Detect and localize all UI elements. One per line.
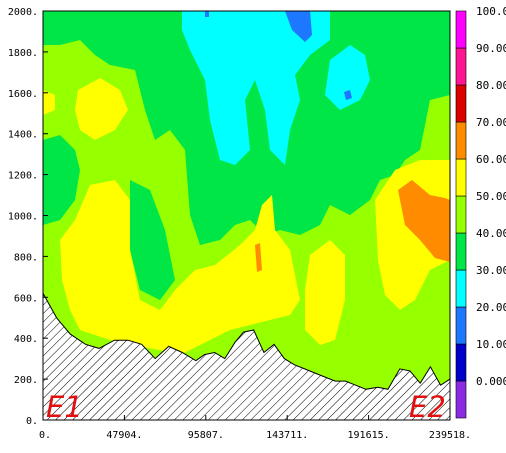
colorbar: 0.000 10.00 20.00 30.00 40.00 50.00 60.00 70.00… xyxy=(455,5,506,419)
colorbar-swatch xyxy=(455,195,467,234)
band-60-70-right xyxy=(305,240,345,345)
colorbar-swatch xyxy=(455,343,467,382)
x-tick-label: 0. xyxy=(39,430,51,441)
y-tick-label: 0. xyxy=(26,416,38,427)
band-70-80-small xyxy=(255,243,262,272)
colorbar-label: 50.00 xyxy=(476,190,506,203)
x-tick-label: 95807. xyxy=(188,430,224,441)
colorbar-swatch xyxy=(455,306,467,345)
y-tick-label: 1200. xyxy=(8,171,38,182)
band-20-30-top xyxy=(285,11,312,42)
band-60-70-left-top xyxy=(75,78,128,140)
x-axis: 0. 47904. 95807. 143711. 191615. 239518. xyxy=(39,415,471,441)
colorbar-label: 80.00 xyxy=(476,79,506,92)
colorbar-label: 100.0 xyxy=(476,5,506,18)
colorbar-swatch xyxy=(455,380,467,419)
colorbar-label: 40.00 xyxy=(476,227,506,240)
band-30-40 xyxy=(182,11,330,165)
band-20-30-edge xyxy=(205,11,209,17)
colorbar-label: 60.00 xyxy=(476,153,506,166)
x-tick-label: 239518. xyxy=(429,430,471,441)
colorbar-label: 70.00 xyxy=(476,116,506,129)
x-tick-label: 191615. xyxy=(348,430,390,441)
colorbar-swatch xyxy=(455,121,467,160)
left-marker-label: E1 xyxy=(46,390,83,424)
band-60-70-lower xyxy=(60,180,300,355)
colorbar-swatch xyxy=(455,158,467,197)
y-tick-label: 800. xyxy=(14,252,38,263)
y-tick-label: 1400. xyxy=(8,130,38,141)
band-60-70-left-top-small xyxy=(43,90,55,115)
band-20-30-small xyxy=(344,90,352,100)
band-40-50-lower-left xyxy=(130,180,175,300)
colorbar-swatch xyxy=(455,84,467,123)
colorbar-label: 10.00 xyxy=(476,338,506,351)
y-tick-label: 1000. xyxy=(8,212,38,223)
y-tick-label: 2000. xyxy=(8,7,38,18)
band-40-50-left xyxy=(43,135,80,225)
x-tick-label: 47904. xyxy=(106,430,142,441)
band-70-80-right xyxy=(398,180,450,262)
y-tick-label: 200. xyxy=(14,375,38,386)
colorbar-label: 30.00 xyxy=(476,264,506,277)
right-marker-label: E2 xyxy=(409,390,446,424)
y-tick-label: 1600. xyxy=(8,89,38,100)
y-tick-label: 600. xyxy=(14,293,38,304)
colorbar-swatch xyxy=(455,269,467,308)
colorbar-label: 90.00 xyxy=(476,42,506,55)
colorbar-label: 0.000 xyxy=(476,375,506,388)
terrain-mask xyxy=(42,292,451,421)
x-tick-label: 143711. xyxy=(266,430,308,441)
y-tick-label: 1800. xyxy=(8,48,38,59)
y-axis: 0. 200. 400. 600. 800. 1000. 1200. 1400. 1600. 18… xyxy=(8,7,48,427)
colorbar-swatch xyxy=(455,10,467,49)
colorbar-swatch xyxy=(455,47,467,86)
y-tick-label: 400. xyxy=(14,334,38,345)
band-30-40-right xyxy=(325,45,370,110)
colorbar-swatch xyxy=(455,232,467,271)
colorbar-label: 20.00 xyxy=(476,301,506,314)
